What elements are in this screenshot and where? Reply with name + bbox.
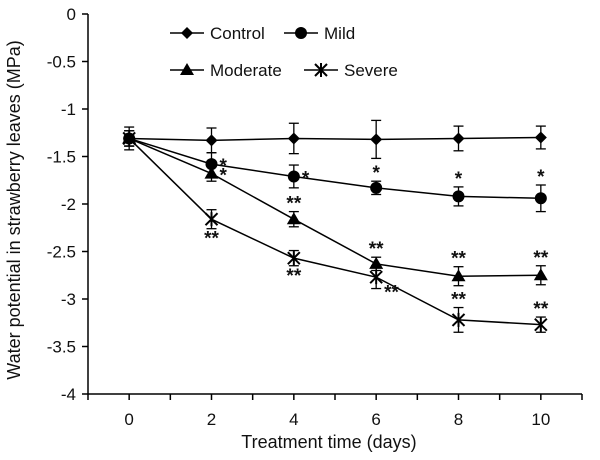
legend-label: Severe: [344, 61, 398, 80]
x-tick-label: 8: [454, 410, 463, 429]
y-tick-label: -4: [61, 385, 76, 404]
asterisk-marker: [204, 212, 219, 227]
axes: 0 -0.5 -1 -1.5 -2 -2.5 -3 -3.5 -4 0 2 4 6 8 10 Treatmen…: [4, 5, 583, 452]
y-tick-label: -1: [61, 100, 76, 119]
series-line: [129, 136, 541, 142]
asterisk-marker: [534, 317, 548, 332]
significance-label: *: [455, 169, 463, 190]
series-mild: ** * * *: [123, 130, 547, 213]
y-tick-label: -3: [61, 290, 76, 309]
diamond-marker: [370, 133, 383, 146]
significance-label: **: [384, 283, 399, 304]
asterisk-marker: [451, 312, 466, 327]
y-tick-label: -2.5: [47, 243, 76, 262]
x-tick-label: 4: [289, 410, 298, 429]
y-tick-label: -2: [61, 195, 76, 214]
triangle-marker: [286, 212, 301, 225]
y-tick-label: -3.5: [47, 338, 76, 357]
significance-label: *: [372, 163, 380, 184]
circle-marker: [534, 192, 547, 205]
significance-label: *: [302, 168, 310, 189]
series-line: [128, 137, 541, 200]
legend-label: Control: [210, 24, 265, 43]
y-axis-title: Water potential in strawberry leaves (MP…: [4, 40, 24, 379]
significance-label: **: [533, 299, 548, 320]
significance-label: **: [286, 266, 301, 287]
circle-marker: [452, 190, 465, 203]
circle-marker: [205, 158, 218, 171]
significance-label: *: [220, 156, 228, 177]
series-layer: ** * * ****** ** ******** ** **: [122, 119, 549, 333]
x-axis-title: Treatment time (days): [241, 432, 416, 452]
significance-label: **: [533, 248, 548, 269]
y-tick-label: 0: [67, 5, 76, 24]
diamond-marker: [181, 27, 193, 39]
legend: Control Mild Moderate Severe: [170, 24, 398, 80]
x-tick-label: 0: [124, 410, 133, 429]
circle-marker: [370, 181, 383, 194]
triangle-marker: [451, 269, 466, 282]
triangle-marker: [204, 166, 219, 179]
triangle-marker: [180, 63, 194, 75]
legend-label: Moderate: [210, 61, 282, 80]
diamond-marker: [534, 131, 547, 144]
circle-marker: [287, 170, 300, 183]
circle-marker: [295, 27, 307, 39]
legend-label: Mild: [324, 24, 355, 43]
diamond-marker: [205, 134, 218, 147]
x-tick-label: 2: [207, 410, 216, 429]
triangle-marker: [533, 268, 548, 281]
x-tick-label: 6: [371, 410, 380, 429]
y-tick-label: -1.5: [47, 148, 76, 167]
diamond-marker: [452, 132, 465, 145]
series-severe: ****** ** **: [122, 130, 549, 333]
series-line: [128, 137, 541, 326]
legend-item-moderate: Moderate: [170, 61, 282, 80]
y-tick-label: -0.5: [47, 53, 76, 72]
legend-item-control: Control: [170, 24, 265, 43]
significance-label: **: [451, 249, 466, 270]
significance-label: **: [369, 239, 384, 260]
legend-item-mild: Mild: [284, 24, 355, 43]
x-tick-label: 10: [531, 410, 550, 429]
significance-label: **: [204, 229, 219, 250]
significance-label: **: [451, 290, 466, 311]
series-control: [123, 119, 547, 160]
asterisk-marker: [122, 131, 136, 146]
significance-label: **: [286, 194, 301, 215]
significance-label: *: [220, 166, 228, 187]
asterisk-marker: [287, 251, 301, 266]
series-line: [128, 137, 541, 277]
series-moderate: ***** ** **: [122, 130, 549, 287]
asterisk-marker: [314, 63, 328, 77]
diamond-marker: [287, 132, 300, 145]
significance-label: *: [537, 167, 545, 188]
legend-item-severe: Severe: [304, 61, 398, 80]
asterisk-marker: [369, 270, 383, 285]
